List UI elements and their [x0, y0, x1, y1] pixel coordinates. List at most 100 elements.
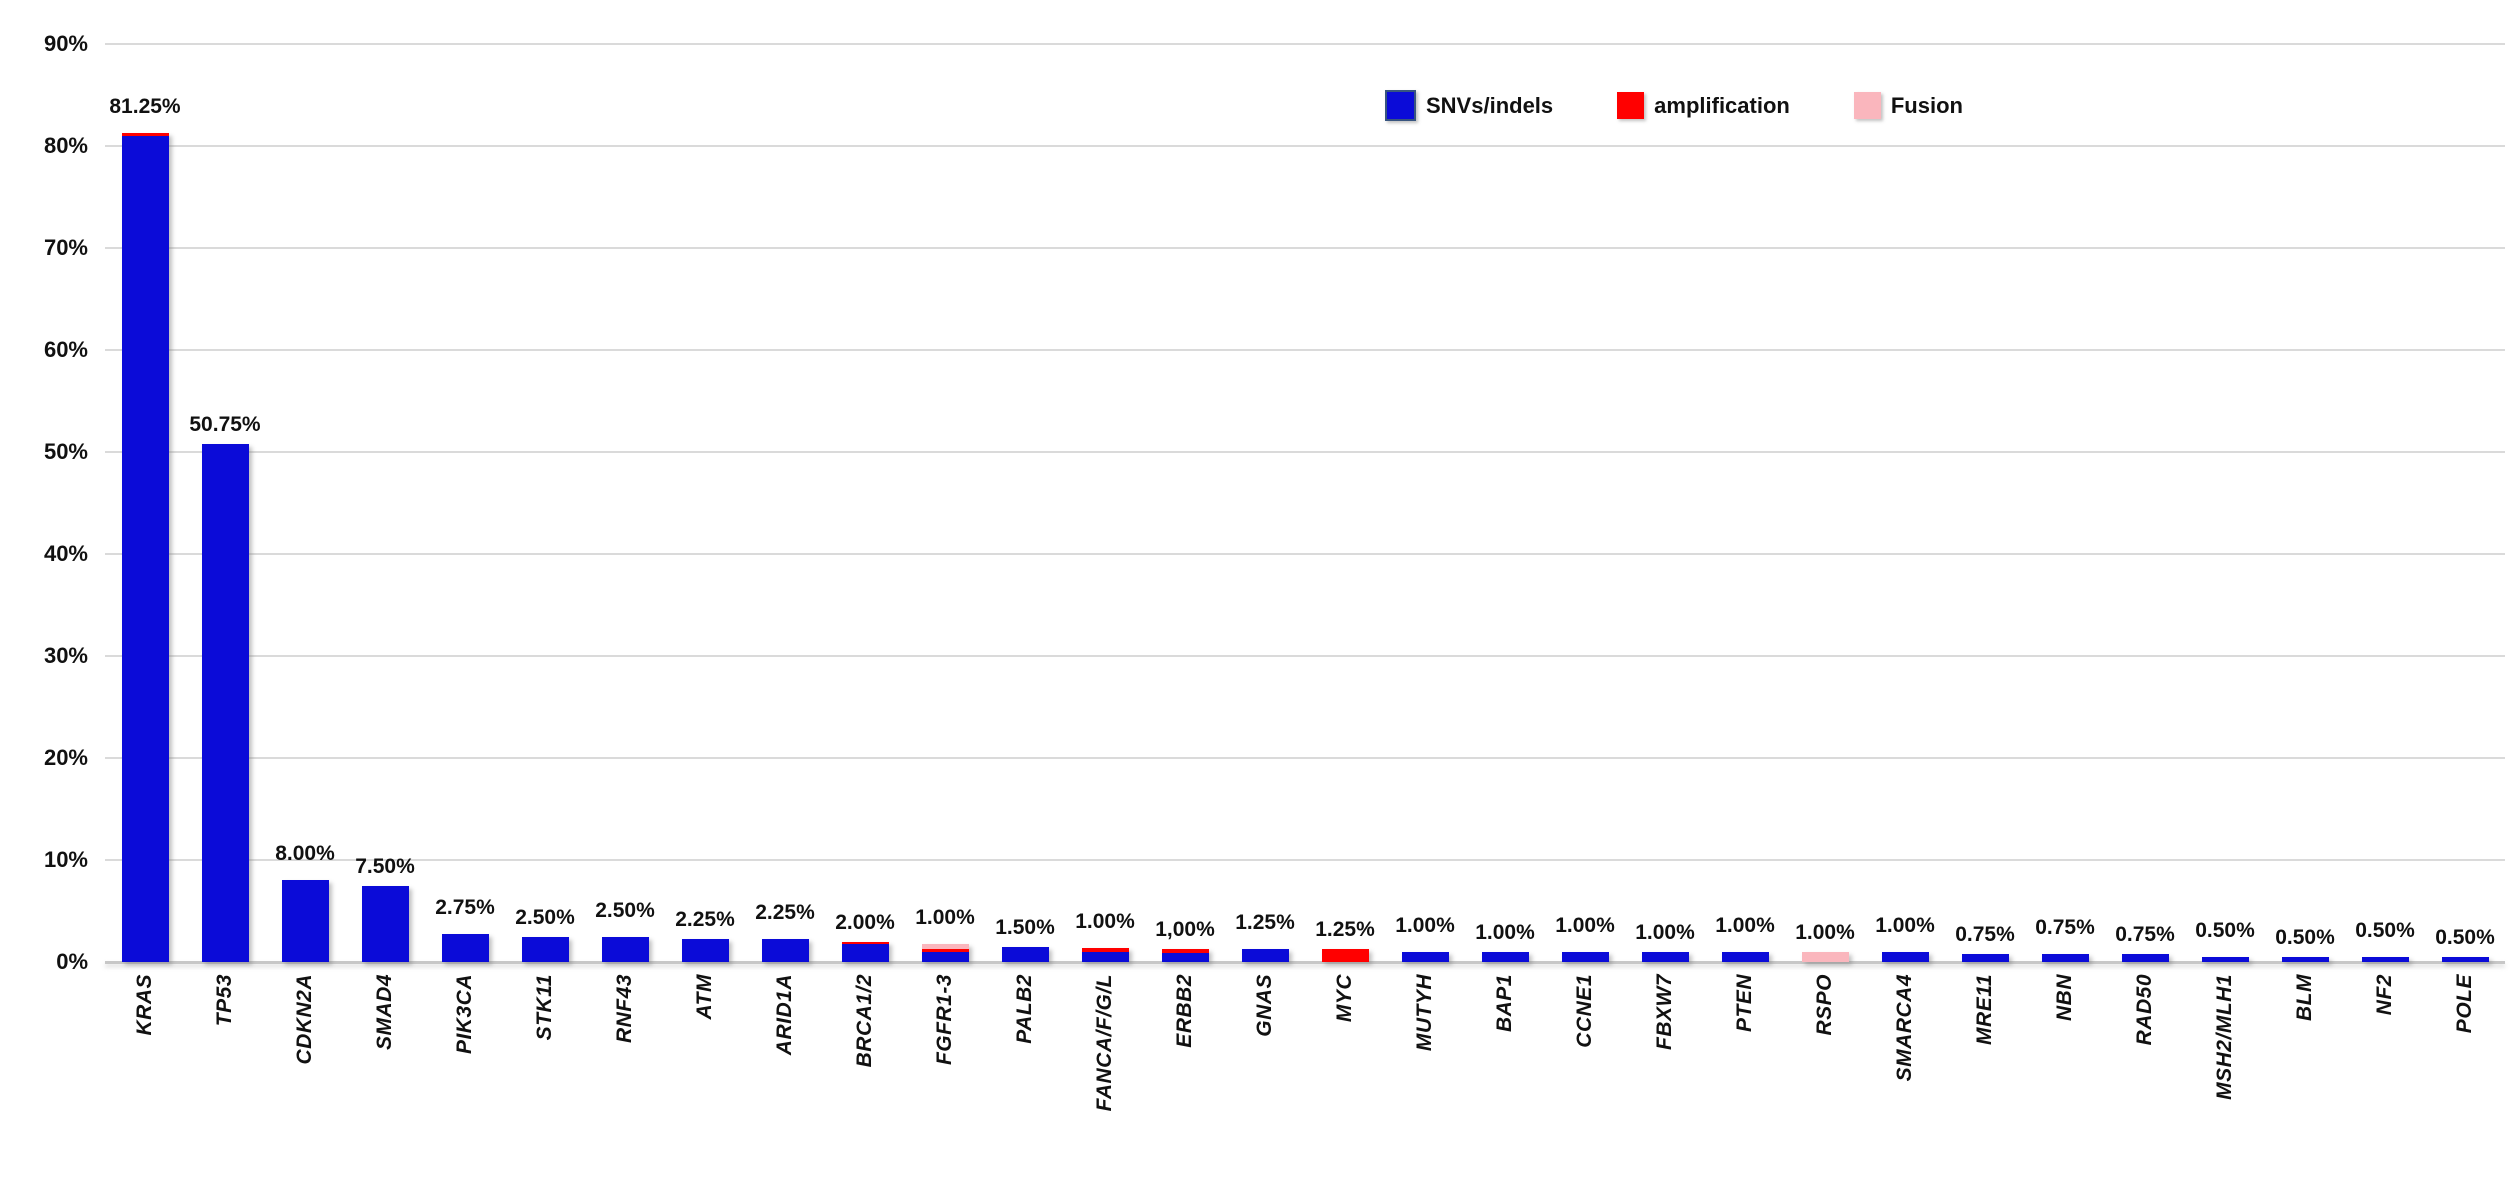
- bar-PALB2: [1001, 946, 1049, 962]
- gridline: [105, 145, 2505, 147]
- bar-value-label: 1.00%: [1555, 913, 1615, 937]
- category-label: CDKN2A: [293, 974, 316, 1065]
- bar-segment-SNVs/indels: [601, 936, 649, 962]
- y-tick-label: 70%: [43, 235, 88, 260]
- bar-segment-amplification: [121, 133, 169, 136]
- bar-segment-SNVs/indels: [361, 885, 409, 962]
- category-label: FGFR1-3: [933, 974, 956, 1066]
- bar-BRCA1/2: [841, 941, 889, 962]
- category-cell: SMARCA4: [1865, 974, 1945, 1179]
- category-label: MUTYH: [1413, 974, 1436, 1052]
- bar-segment-SNVs/indels: [521, 936, 569, 962]
- category-label: SMAD4: [373, 974, 396, 1051]
- chart-legend: SNVs/indels amplification Fusion: [1385, 90, 1963, 121]
- category-cell: PIK3CA: [425, 974, 505, 1179]
- category-cell: BAP1: [1465, 974, 1545, 1179]
- category-cell: NF2: [2345, 974, 2425, 1179]
- category-cell: TP53: [185, 974, 265, 1179]
- bar-MUTYH: [1401, 951, 1449, 962]
- bar-segment-SNVs/indels: [921, 951, 969, 962]
- category-cell: NBN: [2025, 974, 2105, 1179]
- bar-KRAS: [121, 133, 169, 962]
- category-label: STK11: [533, 974, 556, 1041]
- category-cell: KRAS: [105, 974, 185, 1179]
- bar-PTEN: [1721, 951, 1769, 962]
- bar-MSH2/MLH1: [2201, 956, 2249, 962]
- category-label: PALB2: [1013, 974, 1036, 1044]
- bar-ERBB2: [1161, 949, 1209, 962]
- category-cell: ARID1A: [745, 974, 825, 1179]
- category-label: TP53: [213, 974, 236, 1027]
- bar-value-label: 1,00%: [1155, 918, 1215, 942]
- y-tick-label: 10%: [43, 847, 88, 872]
- category-cell: GNAS: [1225, 974, 1305, 1179]
- bar-value-label: 0.50%: [2275, 925, 2335, 949]
- bar-value-label: 1.00%: [1075, 909, 1135, 933]
- bar-value-label: 0.50%: [2435, 925, 2495, 949]
- bar-MRE11: [1961, 954, 2009, 962]
- bar-NF2: [2361, 956, 2409, 962]
- category-label: RNF43: [613, 974, 636, 1044]
- bar-segment-Fusion: [1801, 951, 1849, 962]
- bar-segment-SNVs/indels: [2201, 956, 2249, 962]
- gridline: [105, 859, 2505, 861]
- bar-segment-SNVs/indels: [2041, 954, 2089, 962]
- bar-GNAS: [1241, 949, 1289, 962]
- bar-MYC: [1321, 949, 1369, 962]
- bar-segment-Fusion: [921, 944, 969, 950]
- category-label: BLM: [2293, 974, 2316, 1021]
- bar-value-label: 1.00%: [1635, 920, 1695, 944]
- bar-segment-amplification: [1321, 949, 1369, 962]
- category-cell: FANCA/F/G/L: [1065, 974, 1145, 1179]
- bar-PIK3CA: [441, 933, 489, 962]
- bar-value-label: 2.50%: [515, 905, 575, 929]
- bar-segment-SNVs/indels: [201, 444, 249, 962]
- bar-segment-SNVs/indels: [2441, 956, 2489, 962]
- legend-label: amplification: [1654, 92, 1790, 118]
- bar-segment-SNVs/indels: [1961, 954, 2009, 962]
- bar-segment-SNVs/indels: [1641, 951, 1689, 962]
- bar-segment-SNVs/indels: [441, 933, 489, 962]
- category-cell: STK11: [505, 974, 585, 1179]
- bar-segment-amplification: [1161, 949, 1209, 953]
- category-label: FANCA/F/G/L: [1093, 974, 1116, 1112]
- bar-segment-SNVs/indels: [681, 939, 729, 962]
- bar-TP53: [201, 444, 249, 962]
- y-tick-label: 50%: [43, 439, 88, 464]
- category-cell: ATM: [665, 974, 745, 1179]
- bar-value-label: 81.25%: [109, 95, 181, 119]
- bar-value-label: 0.75%: [2035, 916, 2095, 940]
- category-label: SMARCA4: [1893, 974, 1916, 1082]
- category-label: MRE11: [1973, 974, 1996, 1045]
- gridline: [105, 43, 2505, 45]
- legend-label: Fusion: [1890, 92, 1963, 118]
- category-label: NF2: [2373, 974, 2396, 1016]
- bar-segment-SNVs/indels: [1721, 951, 1769, 962]
- bar-SMARCA4: [1881, 951, 1929, 962]
- category-label: RSPO: [1813, 974, 1836, 1036]
- bar-segment-SNVs/indels: [1161, 952, 1209, 962]
- category-cell: SMAD4: [345, 974, 425, 1179]
- gridline: [105, 655, 2505, 657]
- bar-POLE: [2441, 956, 2489, 962]
- category-label: BRCA1/2: [853, 974, 876, 1068]
- legend-label: SNVs/indels: [1426, 92, 1554, 118]
- bar-value-label: 0.75%: [1955, 923, 2015, 947]
- bar-BAP1: [1481, 951, 1529, 962]
- category-cell: MRE11: [1945, 974, 2025, 1179]
- bar-RAD50: [2121, 954, 2169, 962]
- bar-value-label: 2.50%: [595, 898, 655, 922]
- category-cell: MUTYH: [1385, 974, 1465, 1179]
- bar-value-label: 50.75%: [189, 413, 261, 437]
- bar-segment-SNVs/indels: [1241, 949, 1289, 962]
- category-cell: ERBB2: [1145, 974, 1225, 1179]
- bar-value-label: 0.50%: [2195, 918, 2255, 942]
- bar-value-label: 2.00%: [835, 910, 895, 934]
- bar-segment-SNVs/indels: [2281, 956, 2329, 962]
- category-cell: FBXW7: [1625, 974, 1705, 1179]
- bar-segment-SNVs/indels: [841, 944, 889, 962]
- category-label: PIK3CA: [453, 974, 476, 1055]
- category-cell: PALB2: [985, 974, 1065, 1179]
- x-axis-line: [105, 961, 2505, 964]
- bar-CCNE1: [1561, 951, 1609, 962]
